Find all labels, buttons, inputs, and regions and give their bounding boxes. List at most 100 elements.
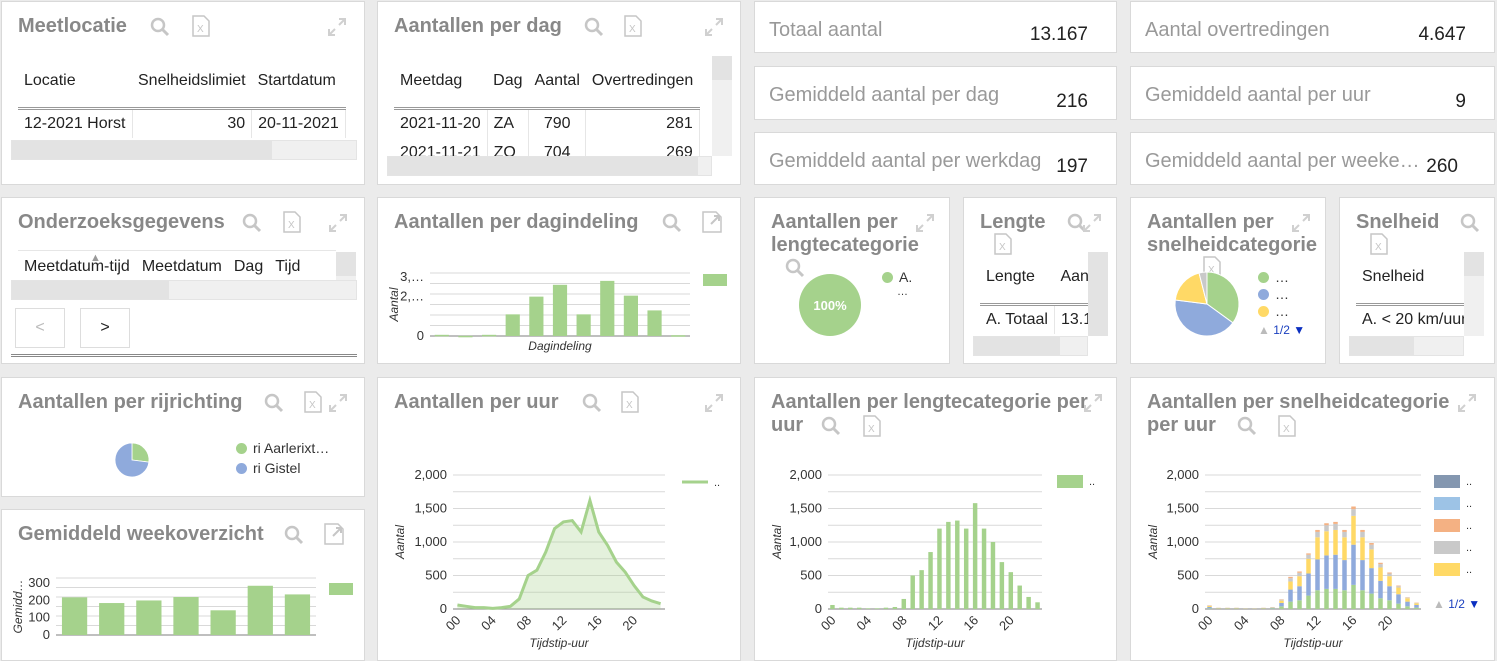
pager-down-icon[interactable]: ▼ xyxy=(1293,323,1306,337)
stacked-bar-segment xyxy=(1306,553,1311,555)
search-icon[interactable] xyxy=(584,17,604,37)
search-icon[interactable] xyxy=(284,525,304,545)
rijrichting-pie xyxy=(114,442,150,478)
legend-item[interactable]: ri Aarlerixt… xyxy=(236,440,329,456)
excel-export-icon[interactable]: X xyxy=(863,415,881,437)
kpi-value: 216 xyxy=(1056,91,1088,112)
search-icon[interactable] xyxy=(242,213,262,233)
vertical-scrollbar[interactable] xyxy=(1464,252,1484,336)
stacked-bar-segment xyxy=(1288,576,1293,579)
excel-export-icon[interactable]: X xyxy=(621,391,639,413)
vertical-scrollbar[interactable] xyxy=(336,252,356,280)
pager-up-icon[interactable]: ▲ xyxy=(1433,597,1445,611)
y-tick-label: 0 xyxy=(417,328,424,343)
excel-export-icon[interactable]: X xyxy=(624,15,642,37)
vertical-scrollbar[interactable] xyxy=(712,56,732,156)
table-row[interactable]: 2021-11-20 ZA 790 281 xyxy=(394,108,700,138)
expand-icon[interactable] xyxy=(1083,393,1103,413)
pager-up-icon[interactable]: ▲ xyxy=(1258,323,1270,337)
panel-per-uur: Aantallen per uur X 0 500 1,000 1,500 2,000 A… xyxy=(377,377,741,661)
table-cell: A. Totaal xyxy=(980,304,1055,334)
panel-title: Aantallen per lengtecategorie per uur xyxy=(771,391,1088,436)
table-row[interactable]: 12-2021 Horst 30 20-11-2021 xyxy=(18,108,346,138)
column-header[interactable]: Dag xyxy=(487,56,529,110)
excel-export-icon[interactable]: X xyxy=(192,15,210,37)
search-icon[interactable] xyxy=(264,393,284,413)
search-icon[interactable] xyxy=(785,258,805,278)
expand-icon[interactable] xyxy=(328,393,348,413)
horizontal-scrollbar[interactable] xyxy=(387,156,712,176)
export-image-icon[interactable] xyxy=(324,523,346,545)
column-header[interactable]: Aantal xyxy=(1054,252,1088,306)
legend-item[interactable]: ri Gistel xyxy=(236,460,300,476)
excel-export-icon[interactable]: X xyxy=(1370,233,1388,255)
column-header[interactable]: Snelheidslimiet xyxy=(132,56,252,110)
expand-icon[interactable] xyxy=(327,17,347,37)
column-header[interactable]: Meetdatum-tijd xyxy=(18,251,136,282)
column-header[interactable]: Tijd xyxy=(269,251,307,282)
table-row[interactable]: A. Totaal 13.167 xyxy=(980,304,1088,334)
column-header[interactable]: Snelheid xyxy=(1356,252,1464,306)
legend-item[interactable]: A. xyxy=(882,269,912,285)
legend-pager[interactable]: ▲ 1/2 ▼ xyxy=(1433,597,1480,611)
bar xyxy=(963,528,969,609)
next-page-button[interactable]: > xyxy=(80,308,130,348)
horizontal-scrollbar[interactable] xyxy=(973,336,1088,356)
column-header[interactable]: Aantal xyxy=(528,56,586,110)
expand-icon[interactable] xyxy=(704,17,724,37)
excel-export-icon[interactable]: X xyxy=(304,391,322,413)
search-icon[interactable] xyxy=(821,416,841,436)
search-icon[interactable] xyxy=(1237,416,1257,436)
stacked-bar-segment xyxy=(1342,529,1347,532)
pager-down-icon[interactable]: ▼ xyxy=(1468,597,1481,611)
expand-icon[interactable] xyxy=(915,213,935,233)
excel-export-icon[interactable]: X xyxy=(994,233,1012,255)
stacked-bar-segment xyxy=(1360,560,1365,591)
column-header[interactable]: Overtredingen xyxy=(585,56,700,110)
stacked-bar-segment xyxy=(1369,568,1374,594)
stacked-bar-segment xyxy=(1315,590,1320,609)
legend-pager[interactable]: ▲ 1/2 ▼ xyxy=(1258,323,1305,337)
onderzoeksgegevens-table: Meetdatum-tijd Meetdatum Dag Tijd xyxy=(18,250,336,282)
column-header[interactable]: Meetdatum xyxy=(135,251,228,282)
search-icon[interactable] xyxy=(582,393,602,413)
y-tick-label: 1,500 xyxy=(789,501,822,516)
search-icon[interactable] xyxy=(662,213,682,233)
stacked-bar-segment xyxy=(1396,585,1401,587)
stacked-bar-segment xyxy=(1270,608,1275,609)
column-header[interactable]: Lengte xyxy=(980,252,1055,306)
column-header[interactable]: Locatie xyxy=(18,56,132,110)
expand-icon[interactable] xyxy=(1082,213,1102,233)
lengte-table: Lengte Aantal A. Totaal 13.167 xyxy=(980,252,1088,336)
excel-export-icon[interactable]: X xyxy=(1278,415,1296,437)
table-row[interactable]: 2021-11-21 ZO 704 269 xyxy=(394,138,700,156)
column-header[interactable]: Meetdag xyxy=(394,56,488,110)
previous-page-button[interactable]: < xyxy=(15,308,65,348)
expand-icon[interactable] xyxy=(1291,213,1311,233)
legend-item[interactable]: … xyxy=(1258,269,1289,285)
horizontal-scrollbar[interactable] xyxy=(11,140,357,160)
search-icon[interactable] xyxy=(1460,213,1480,233)
column-header[interactable]: Dag xyxy=(227,251,270,282)
y-axis-label: Aantal xyxy=(393,525,407,560)
vertical-scrollbar[interactable] xyxy=(1088,252,1108,336)
y-tick-label: 500 xyxy=(1177,568,1199,583)
bar xyxy=(576,314,591,336)
excel-export-icon[interactable]: X xyxy=(283,211,301,233)
expand-icon[interactable] xyxy=(1457,393,1477,413)
table-row[interactable]: A. < 20 km/uur xyxy=(1356,304,1464,334)
expand-icon[interactable] xyxy=(704,393,724,413)
legend-item[interactable]: … xyxy=(1258,303,1289,319)
table-bottom-border xyxy=(11,354,357,357)
search-icon[interactable] xyxy=(150,17,170,37)
horizontal-scrollbar[interactable] xyxy=(1349,336,1464,356)
panel-title: Snelheid xyxy=(1356,211,1440,233)
bar xyxy=(210,610,236,635)
export-image-icon[interactable] xyxy=(702,211,724,233)
column-header[interactable]: Startdatum xyxy=(251,56,346,110)
stacked-bar-segment xyxy=(1306,554,1311,559)
horizontal-scrollbar[interactable] xyxy=(11,280,357,300)
expand-icon[interactable] xyxy=(328,213,348,233)
legend-item[interactable]: … xyxy=(1258,286,1289,302)
